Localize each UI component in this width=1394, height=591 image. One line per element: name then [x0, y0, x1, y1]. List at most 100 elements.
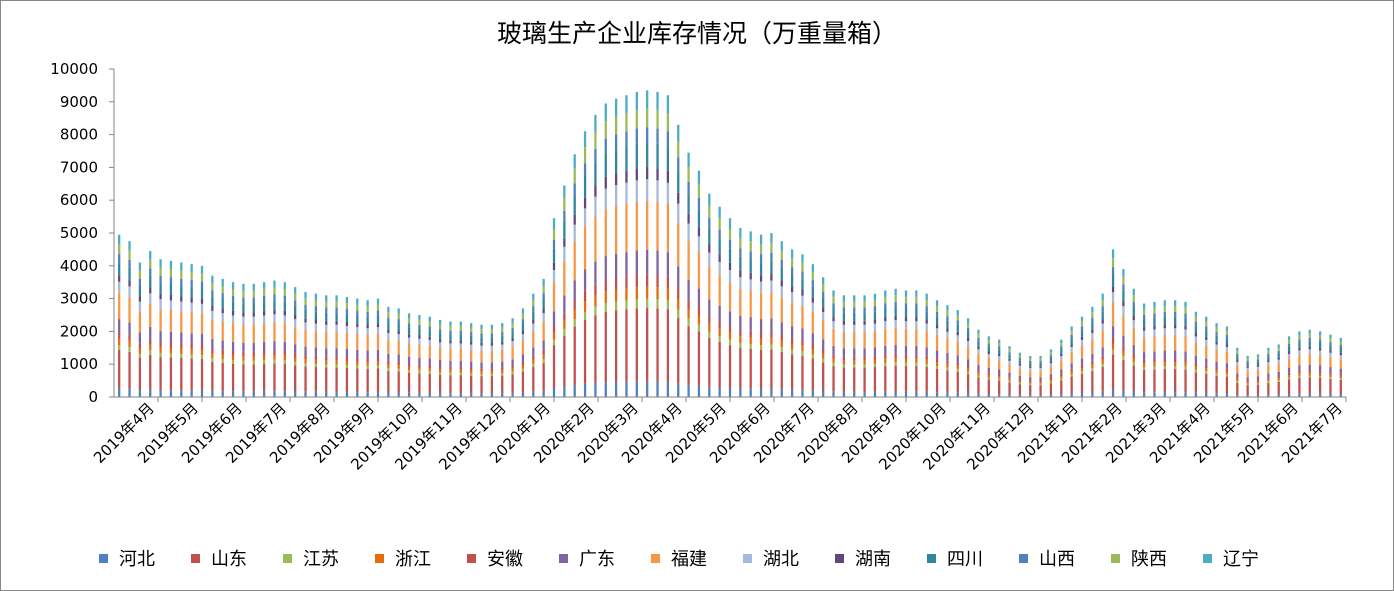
- bar-segment: [397, 368, 400, 372]
- stacked-bar: [262, 282, 266, 397]
- bar-segment: [1163, 335, 1166, 351]
- bar-segment: [770, 349, 773, 389]
- bar-segment: [811, 390, 814, 397]
- bar-segment: [666, 203, 670, 253]
- bar-segment: [304, 346, 307, 356]
- bar-segment: [697, 252, 701, 289]
- bar-segment: [987, 353, 990, 359]
- bar-segment: [407, 363, 411, 367]
- bar-segment: [801, 295, 804, 306]
- bar-segment: [1194, 326, 1198, 334]
- bar-segment: [169, 260, 173, 270]
- bar-segment: [1163, 328, 1166, 336]
- bar-segment: [511, 346, 514, 360]
- bar-segment: [180, 278, 183, 286]
- bar-segment: [314, 293, 318, 300]
- bar-segment: [1111, 292, 1115, 303]
- bar-segment: [594, 185, 597, 197]
- bar-segment: [221, 313, 224, 322]
- bar-segment: [749, 348, 752, 389]
- stacked-bar: [221, 278, 224, 397]
- bar-segment: [407, 318, 411, 324]
- bar-segment: [118, 275, 121, 282]
- legend-label: 浙江: [395, 549, 431, 570]
- bar-segment: [200, 390, 204, 397]
- bar-segment: [708, 323, 711, 332]
- bar-segment: [480, 329, 483, 334]
- bar-segment: [790, 267, 794, 275]
- bar-segment: [583, 131, 587, 148]
- bar-segment: [1215, 349, 1218, 362]
- bar-segment: [480, 393, 483, 397]
- bar-segment: [1080, 368, 1084, 372]
- stacked-bar: [1018, 352, 1022, 397]
- bar-segment: [822, 358, 825, 363]
- bar-segment: [283, 315, 286, 324]
- bar-segment: [1008, 349, 1011, 353]
- bar-segment: [449, 375, 452, 394]
- bar-segment: [1122, 359, 1125, 391]
- legend-item: 四川: [927, 545, 1019, 571]
- bar-segment: [459, 369, 462, 373]
- bar-segment: [1153, 362, 1156, 367]
- bar-segment: [801, 339, 804, 346]
- bar-segment: [294, 287, 297, 294]
- bar-segment: [1236, 362, 1239, 366]
- bar-segment: [1018, 355, 1022, 359]
- bar-segment: [169, 331, 173, 343]
- bar-segment: [304, 391, 307, 397]
- bar-segment: [563, 238, 566, 247]
- bar-segment: [853, 295, 856, 302]
- bar-segment: [1184, 307, 1187, 314]
- bar-segment: [552, 239, 556, 249]
- bar-segment: [356, 368, 359, 393]
- bar-segment: [252, 391, 255, 397]
- bar-segment: [521, 313, 525, 320]
- bar-segment: [438, 393, 442, 397]
- stacked-bar: [1039, 356, 1042, 397]
- bar-segment: [1039, 380, 1042, 383]
- bar-segment: [356, 310, 359, 316]
- bar-segment: [697, 324, 701, 332]
- bar-segment: [687, 326, 690, 385]
- bar-segment: [180, 343, 183, 349]
- bar-segment: [853, 360, 856, 365]
- bar-segment: [1018, 365, 1022, 369]
- stacked-bar: [428, 316, 431, 397]
- bar-segment: [397, 354, 400, 362]
- stacked-bar: [169, 260, 173, 397]
- bar-segment: [521, 392, 525, 397]
- bar-segment: [552, 270, 556, 283]
- bar-segment: [304, 329, 307, 347]
- bar-segment: [1215, 327, 1218, 333]
- bar-segment: [790, 286, 794, 293]
- y-tick-label: 0: [88, 388, 98, 406]
- bar-segment: [1184, 358, 1187, 363]
- stacked-bar: [770, 233, 773, 397]
- bar-segment: [573, 280, 576, 300]
- bar-segment: [470, 361, 473, 368]
- bar-segment: [511, 318, 514, 323]
- bar-segment: [687, 279, 690, 300]
- stacked-bar: [894, 288, 897, 397]
- bar-segment: [842, 356, 846, 361]
- bar-segment: [1060, 378, 1063, 381]
- bar-segment: [873, 299, 877, 307]
- bar-segment: [915, 303, 918, 309]
- bar-segment: [583, 319, 587, 384]
- bar-segment: [345, 348, 349, 357]
- bar-segment: [946, 316, 949, 321]
- bar-segment: [304, 304, 307, 310]
- bar-segment: [1101, 355, 1104, 360]
- bar-segment: [521, 308, 525, 314]
- bar-segment: [708, 244, 711, 253]
- bar-segment: [801, 254, 804, 263]
- bar-segment: [873, 306, 877, 312]
- bar-segment: [594, 131, 597, 149]
- bar-segment: [1091, 329, 1094, 333]
- bar-segment: [180, 358, 183, 391]
- bar-segment: [573, 195, 576, 215]
- bar-segment: [1070, 326, 1073, 331]
- bar-segment: [1205, 336, 1208, 340]
- bar-segment: [790, 337, 794, 344]
